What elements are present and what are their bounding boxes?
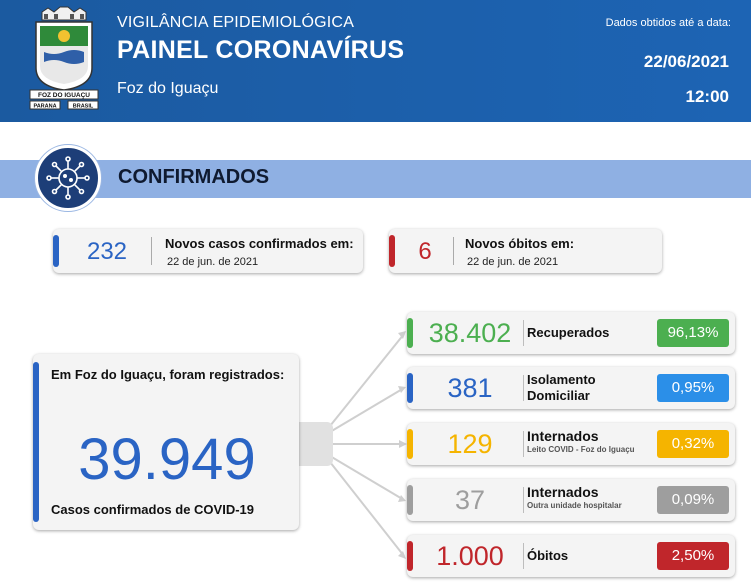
hospitalized-covid-accent-bar <box>407 429 413 459</box>
card-divider <box>523 320 524 346</box>
section-title: CONFIRMADOS <box>118 166 270 188</box>
main-card-connector <box>299 422 333 466</box>
hospitalized-other-unit-card: 37 Internados Outra unidade hospitalar 0… <box>407 479 735 521</box>
hospitalized-other-sublabel: Outra unidade hospitalar <box>527 501 622 510</box>
deaths-card: 1.000 Óbitos 2,50% <box>407 535 735 577</box>
recovered-label: Recuperados <box>527 325 610 340</box>
logo-banner-text: FOZ DO IGUAÇU <box>38 92 90 99</box>
new-deaths-date: 22 de jun. de 2021 <box>467 256 559 268</box>
new-cases-label: Novos casos confirmados em: <box>165 236 354 251</box>
home-isolation-accent-bar <box>407 373 413 403</box>
recovered-card: 38.402 Recuperados 96,13% <box>407 312 735 354</box>
deaths-label: Óbitos <box>527 548 569 563</box>
card-divider <box>523 375 524 401</box>
data-date: 22/06/2021 <box>643 52 729 71</box>
new-cases-value: 232 <box>86 238 128 265</box>
total-cases-accent-bar <box>33 362 39 522</box>
header-banner: FOZ DO IGUAÇU PARANA BRASIL VIGILÂNCIA E… <box>0 0 751 122</box>
logo-banner-left-text: PARANA <box>33 104 56 110</box>
home-isolation-value: 381 <box>447 373 493 403</box>
new-deaths-accent-bar <box>389 235 395 267</box>
header-city: Foz do Iguaçu <box>117 80 219 97</box>
new-deaths-card: 6 Novos óbitos em: 22 de jun. de 2021 <box>389 229 662 273</box>
deaths-accent-bar <box>407 541 413 571</box>
section-icon-circle <box>35 145 101 211</box>
data-date-label: Dados obtidos até a data: <box>605 17 731 29</box>
new-cases-accent-bar <box>53 235 59 267</box>
total-cases-value: 39.949 <box>78 427 256 492</box>
new-cases-date: 22 de jun. de 2021 <box>167 256 259 268</box>
deaths-percent-badge: 2,50% <box>657 542 729 570</box>
total-cases-caption: Casos confirmados de COVID-19 <box>51 502 254 517</box>
hospitalized-other-percent-badge: 0,09% <box>657 486 729 514</box>
city-coat-of-arms-logo: FOZ DO IGUAÇU PARANA BRASIL <box>29 6 99 110</box>
recovered-accent-bar <box>407 318 413 348</box>
page-title: PAINEL CORONAVÍRUS <box>117 36 405 64</box>
total-cases-card: Em Foz do Iguaçu, foram registrados: 39.… <box>33 354 299 530</box>
home-isolation-card: 381 Isolamento Domiciliar 0,95% <box>407 367 735 409</box>
hospitalized-covid-sublabel: Leito COVID - Foz do Iguaçu <box>527 445 635 454</box>
hospitalized-covid-percent-badge: 0,32% <box>657 430 729 458</box>
card-divider <box>523 487 524 513</box>
hospitalized-covid-value: 129 <box>447 429 493 459</box>
header-subtitle: VIGILÂNCIA EPIDEMIOLÓGICA <box>117 14 355 31</box>
card-divider <box>151 237 152 265</box>
home-isolation-label: Isolamento Domiciliar <box>527 372 596 403</box>
section-band <box>0 160 751 198</box>
virus-icon <box>46 156 90 200</box>
hospitalized-other-accent-bar <box>407 485 413 515</box>
card-divider <box>523 543 524 569</box>
new-cases-card: 232 Novos casos confirmados em: 22 de ju… <box>53 229 363 273</box>
card-divider <box>453 237 454 265</box>
card-divider <box>523 431 524 457</box>
recovered-value: 38.402 <box>428 318 512 348</box>
home-isolation-percent-badge: 0,95% <box>657 374 729 402</box>
new-deaths-value: 6 <box>418 238 432 265</box>
total-cases-intro: Em Foz do Iguaçu, foram registrados: <box>51 367 285 382</box>
hospitalized-other-value: 37 <box>454 485 486 515</box>
deaths-value: 1.000 <box>436 541 504 571</box>
hospitalized-covid-label: Internados <box>527 428 599 444</box>
recovered-percent-badge: 96,13% <box>657 319 729 347</box>
logo-banner-right-text: BRASIL <box>73 104 94 110</box>
hospitalized-other-label: Internados <box>527 484 599 500</box>
new-deaths-label: Novos óbitos em: <box>465 236 575 251</box>
hospitalized-covid-bed-card: 129 Internados Leito COVID - Foz do Igua… <box>407 423 735 465</box>
data-time: 12:00 <box>685 87 729 106</box>
